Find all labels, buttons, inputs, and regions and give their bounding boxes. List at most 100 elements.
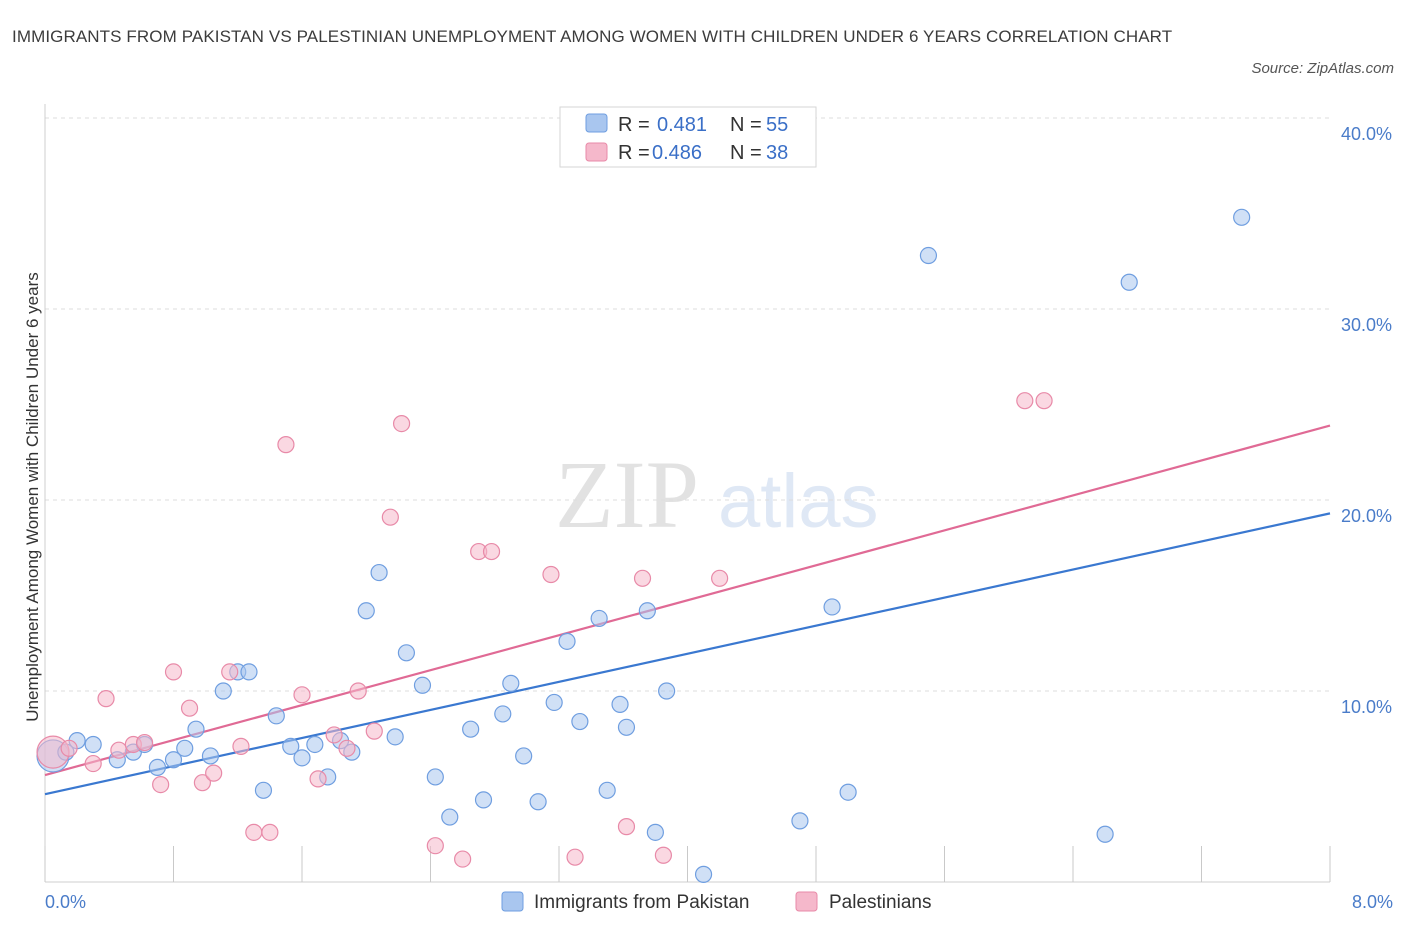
point-pakistan <box>919 246 938 265</box>
point-palestinians <box>232 737 250 755</box>
point-pakistan <box>386 728 404 746</box>
legend-r-label-1: R = <box>618 114 650 136</box>
point-pakistan <box>494 705 512 723</box>
legend-r-label-2: R = <box>618 142 650 164</box>
gridlines <box>45 117 1330 692</box>
stats-legend: R = 0.481 N = 55 R = 0.486 N = 38 <box>559 106 817 168</box>
point-pakistan <box>254 781 273 799</box>
y-tick-label: 20.0% <box>1341 506 1392 526</box>
point-palestinians <box>97 690 115 708</box>
point-palestinians <box>711 569 729 587</box>
point-palestinians <box>293 686 311 704</box>
point-palestinians <box>349 682 367 700</box>
point-palestinians <box>245 823 263 841</box>
point-pakistan <box>638 602 656 620</box>
point-palestinians <box>180 699 199 717</box>
stats-legend-swatch-pink <box>585 142 608 162</box>
point-pakistan <box>306 735 324 754</box>
point-pakistan <box>426 768 444 786</box>
legend-n-label-1: N = <box>730 114 762 136</box>
point-palestinians <box>221 663 239 681</box>
point-pakistan <box>1233 208 1251 226</box>
point-palestinians <box>135 733 154 752</box>
series-legend-swatch-palestinians <box>795 891 818 912</box>
point-pakistan <box>839 783 857 801</box>
point-pakistan <box>694 865 713 883</box>
point-pakistan <box>397 644 416 662</box>
y-axis-label: Unemployment Among Women with Children U… <box>23 272 42 721</box>
legend-n-value-1: 55 <box>766 114 788 136</box>
data-points <box>36 208 1251 883</box>
point-pakistan <box>293 749 311 767</box>
point-pakistan <box>558 632 576 650</box>
point-palestinians <box>152 775 170 794</box>
point-palestinians <box>654 846 673 864</box>
point-palestinians <box>164 663 183 681</box>
point-palestinians <box>381 508 399 526</box>
point-palestinians <box>309 770 327 788</box>
y-tick-label: 10.0% <box>1341 697 1392 717</box>
tick-labels: 10.0% 20.0% 30.0% 40.0% 0.0% 8.0% <box>45 124 1393 912</box>
trend-line-pakistan <box>44 512 1331 796</box>
point-pakistan <box>611 695 629 713</box>
point-palestinians <box>84 754 102 773</box>
point-palestinians <box>193 774 212 792</box>
point-palestinians <box>1035 392 1053 410</box>
point-palestinians <box>392 415 411 433</box>
point-pakistan <box>267 707 285 725</box>
point-pakistan <box>413 676 432 694</box>
legend-r-value-2: 0.486 <box>652 142 702 164</box>
y-tick-label: 30.0% <box>1341 315 1392 335</box>
point-pakistan <box>201 747 220 765</box>
point-palestinians <box>542 565 560 584</box>
legend-n-value-2: 38 <box>766 142 788 164</box>
point-palestinians <box>60 739 78 757</box>
point-pakistan <box>240 663 258 681</box>
point-pakistan <box>658 682 676 700</box>
point-palestinians <box>338 739 356 757</box>
point-palestinians <box>261 823 279 841</box>
point-pakistan <box>474 791 493 809</box>
point-palestinians <box>325 726 343 744</box>
point-pakistan <box>187 720 205 738</box>
series-legend-pakistan: Immigrants from Pakistan <box>534 892 749 913</box>
point-pakistan <box>370 563 388 582</box>
x-tick-label-min: 0.0% <box>45 892 86 912</box>
point-pakistan <box>1120 273 1138 291</box>
watermark-zip: ZIP <box>555 441 699 548</box>
point-pakistan <box>176 739 194 757</box>
point-pakistan <box>823 598 841 616</box>
legend-r-value-1: 0.481 <box>657 114 707 136</box>
legend-n-label-2: N = <box>730 142 762 164</box>
y-tick-label: 40.0% <box>1341 124 1392 144</box>
point-pakistan <box>84 735 102 754</box>
point-pakistan <box>282 737 300 755</box>
point-palestinians <box>426 837 444 855</box>
point-palestinians <box>1016 392 1034 410</box>
trend-line-palestinians <box>44 424 1331 777</box>
point-pakistan <box>529 793 547 811</box>
series-legend: Immigrants from Pakistan Palestinians <box>501 891 931 913</box>
point-palestinians <box>205 764 223 782</box>
point-palestinians <box>277 436 295 454</box>
trend-lines <box>44 424 1331 796</box>
point-palestinians <box>454 850 472 868</box>
point-pakistan <box>515 747 533 765</box>
point-palestinians <box>566 848 584 866</box>
point-pakistan <box>571 712 589 731</box>
point-pakistan <box>462 720 480 738</box>
point-pakistan <box>646 823 664 841</box>
chart-title: IMMIGRANTS FROM PAKISTAN VS PALESTINIAN … <box>12 27 1173 46</box>
point-pakistan <box>1096 825 1114 843</box>
point-pakistan <box>545 693 563 712</box>
point-pakistan <box>164 751 183 769</box>
point-palestinians <box>633 569 652 587</box>
point-pakistan <box>617 718 636 736</box>
point-pakistan <box>598 781 616 799</box>
point-pakistan <box>590 609 608 628</box>
source-credit: Source: ZipAtlas.com <box>1251 60 1394 77</box>
point-palestinians <box>482 542 501 561</box>
point-pakistan <box>357 602 375 620</box>
x-tick-label-max: 8.0% <box>1352 892 1393 912</box>
